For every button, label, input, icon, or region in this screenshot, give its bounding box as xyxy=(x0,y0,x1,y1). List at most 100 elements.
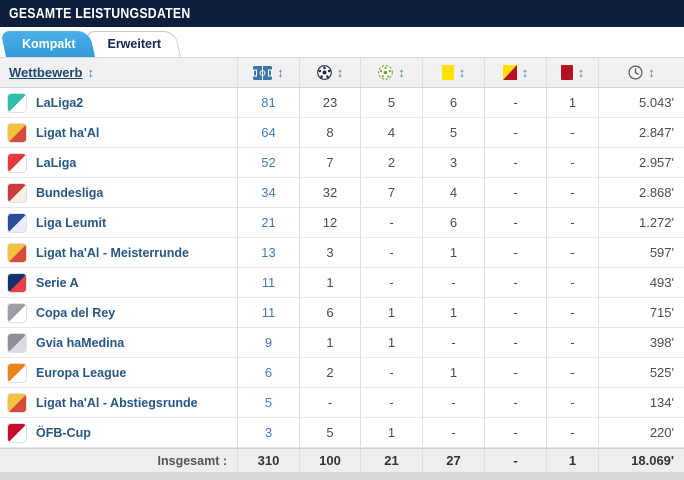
assists-value: 4 xyxy=(360,118,422,147)
sort-icon[interactable]: ↕ xyxy=(521,65,529,80)
sort-icon[interactable]: ↕ xyxy=(577,65,585,80)
wettbewerb-label[interactable]: Wettbewerb xyxy=(9,65,83,80)
matches-value[interactable]: 9 xyxy=(237,328,299,357)
tab-kompakt[interactable]: Kompakt xyxy=(6,31,95,57)
competition-name[interactable]: Ligat ha'Al xyxy=(36,125,100,140)
column-header-yellow-cards[interactable]: ↕ xyxy=(422,58,484,87)
minutes-value: 493' xyxy=(598,268,684,297)
sort-icon[interactable]: ↕ xyxy=(398,65,405,80)
yellow-red-cards-value: - xyxy=(484,328,546,357)
minutes-value: 597' xyxy=(598,238,684,267)
competition-name[interactable]: Serie A xyxy=(36,275,79,290)
yellow-red-cards-value: - xyxy=(484,178,546,207)
competition-cell: LaLiga xyxy=(0,148,237,177)
column-header-red-cards[interactable]: ↕ xyxy=(546,58,598,87)
yellow-cards-value: 6 xyxy=(422,88,484,117)
column-header-matches[interactable]: ↕ xyxy=(237,58,299,87)
red-cards-value: - xyxy=(546,268,598,297)
competition-name[interactable]: ÖFB-Cup xyxy=(36,425,91,440)
assists-value: 1 xyxy=(360,298,422,327)
yellow-red-cards-value: - xyxy=(484,388,546,417)
tab-erweitert[interactable]: Erweitert xyxy=(91,31,181,57)
goal-ball-icon xyxy=(316,65,332,80)
matches-value[interactable]: 11 xyxy=(237,298,299,327)
goals-value: 6 xyxy=(299,298,360,327)
competition-name[interactable]: Gvia haMedina xyxy=(36,335,125,350)
competition-name[interactable]: LaLiga xyxy=(36,155,77,170)
column-header-assists[interactable]: ↕ xyxy=(360,58,422,87)
column-header-minutes[interactable]: ↕ xyxy=(598,58,684,87)
matches-value[interactable]: 13 xyxy=(237,238,299,267)
yellow-cards-value: 4 xyxy=(422,178,484,207)
matches-value[interactable]: 5 xyxy=(237,388,299,417)
matches-value[interactable]: 64 xyxy=(237,118,299,147)
competition-name[interactable]: Ligat ha'Al - Meisterrunde xyxy=(36,245,189,260)
competition-row: Copa del Rey 11 6 1 1 - - 715' xyxy=(0,298,684,328)
matches-value[interactable]: 81 xyxy=(237,88,299,117)
footer-matches-total: 310 xyxy=(237,449,299,472)
sort-icon[interactable]: ↕ xyxy=(336,65,344,80)
minutes-value: 134' xyxy=(598,388,684,417)
goals-value: 23 xyxy=(299,88,360,117)
red-cards-value: - xyxy=(546,178,598,207)
matches-value[interactable]: 6 xyxy=(237,358,299,387)
assists-value: - xyxy=(360,238,422,267)
sort-icon[interactable]: ↕ xyxy=(458,65,466,80)
assist-ball-icon xyxy=(378,65,394,80)
column-header-wettbewerb[interactable]: Wettbewerb ↕ xyxy=(0,58,237,87)
competition-name[interactable]: Bundesliga xyxy=(36,185,104,200)
footer-minutes-total: 18.069' xyxy=(598,449,684,472)
yellow-cards-value: - xyxy=(422,268,484,297)
matches-value[interactable]: 11 xyxy=(237,268,299,297)
competition-row: LaLiga2 81 23 5 6 - 1 5.043' xyxy=(0,88,684,118)
competition-name[interactable]: Liga Leumit xyxy=(36,215,107,230)
competition-logo xyxy=(7,92,27,113)
competition-logo xyxy=(7,152,27,173)
goals-value: 1 xyxy=(299,268,360,297)
competition-row: Ligat ha'Al 64 8 4 5 - - 2.847' xyxy=(0,118,684,148)
tab-bar: Kompakt Erweitert xyxy=(0,27,684,57)
matches-value[interactable]: 34 xyxy=(237,178,299,207)
matches-value[interactable]: 21 xyxy=(237,208,299,237)
competition-name[interactable]: Copa del Rey xyxy=(36,305,116,320)
goals-value: 2 xyxy=(299,358,360,387)
competition-logo xyxy=(7,272,27,293)
matches-value[interactable]: 3 xyxy=(237,418,299,447)
goals-value: 5 xyxy=(299,418,360,447)
red-cards-value: - xyxy=(546,388,598,417)
yellow-cards-value: 1 xyxy=(422,238,484,267)
goals-value: 8 xyxy=(299,118,360,147)
competition-name[interactable]: LaLiga2 xyxy=(36,95,84,110)
competition-name[interactable]: Europa League xyxy=(36,365,127,380)
assists-value: 2 xyxy=(360,148,422,177)
competition-logo xyxy=(7,302,27,323)
competition-cell: Ligat ha'Al - Meisterrunde xyxy=(0,238,237,267)
minutes-value: 5.043' xyxy=(598,88,684,117)
yellow-card-icon xyxy=(441,65,454,80)
table-body: LaLiga2 81 23 5 6 - 1 5.043' Ligat ha'Al… xyxy=(0,88,684,448)
column-header-yellow-red-cards[interactable]: ↕ xyxy=(484,58,546,87)
assists-value: - xyxy=(360,358,422,387)
sort-icon[interactable]: ↕ xyxy=(648,65,655,80)
footer-red-cards-total: 1 xyxy=(546,449,598,472)
assists-value: 1 xyxy=(360,418,422,447)
competition-name[interactable]: Ligat ha'Al - Abstiegsrunde xyxy=(36,395,198,410)
sort-icon[interactable]: ↕ xyxy=(277,65,284,80)
competition-cell: Liga Leumit xyxy=(0,208,237,237)
matches-value[interactable]: 52 xyxy=(237,148,299,177)
footer-label: Insgesamt : xyxy=(157,453,227,468)
sort-icon[interactable]: ↕ xyxy=(87,65,94,80)
goals-value: 1 xyxy=(299,328,360,357)
yellow-cards-value: 6 xyxy=(422,208,484,237)
pitch-icon xyxy=(253,65,273,80)
competition-cell: Gvia haMedina xyxy=(0,328,237,357)
assists-value: 7 xyxy=(360,178,422,207)
assists-value: 1 xyxy=(360,328,422,357)
yellow-cards-value: 3 xyxy=(422,148,484,177)
minutes-value: 2.847' xyxy=(598,118,684,147)
column-header-goals[interactable]: ↕ xyxy=(299,58,360,87)
assists-value: - xyxy=(360,208,422,237)
competition-logo xyxy=(7,422,27,443)
red-card-icon xyxy=(560,65,573,80)
goals-value: 3 xyxy=(299,238,360,267)
